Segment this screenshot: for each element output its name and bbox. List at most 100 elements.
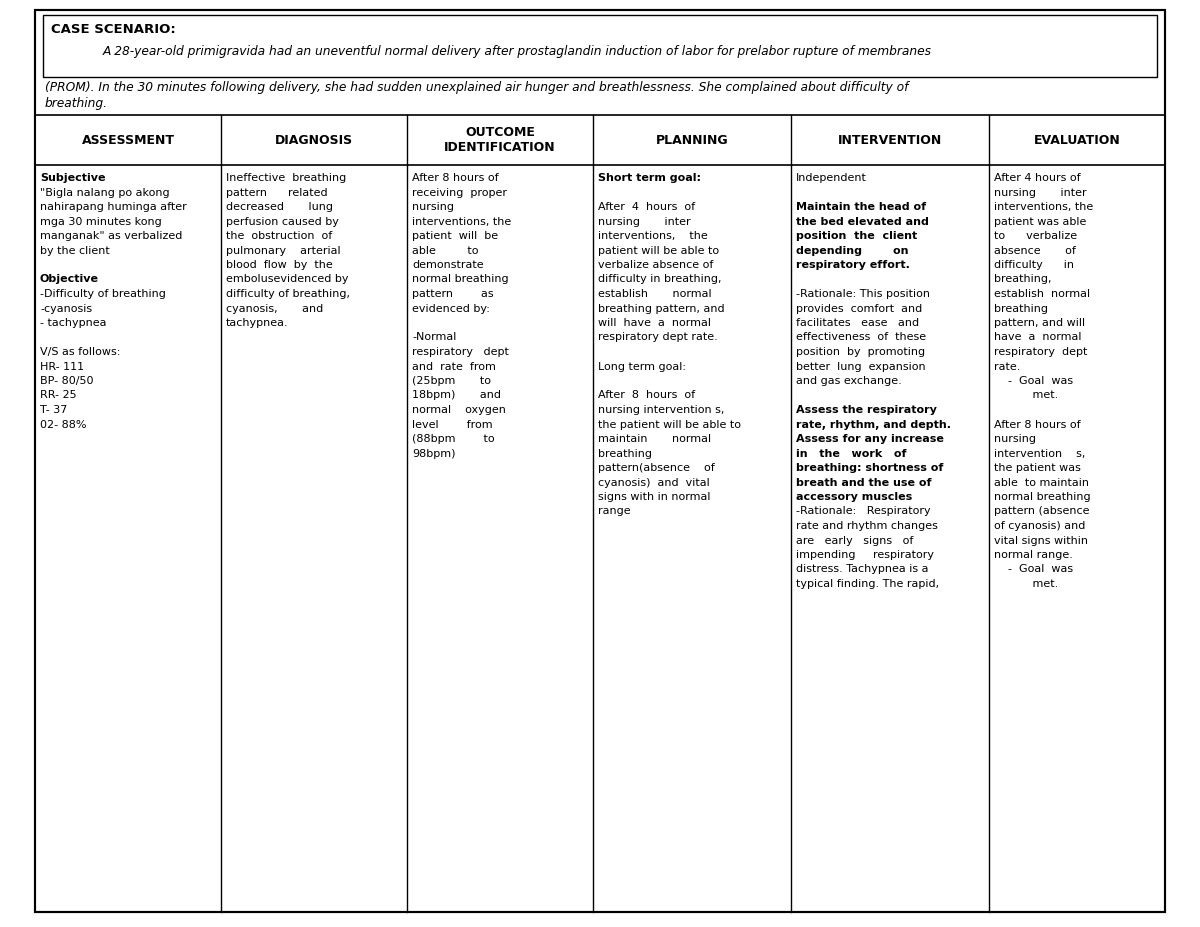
Text: tachypnea.: tachypnea.	[226, 318, 289, 328]
Text: pattern      related: pattern related	[226, 187, 328, 197]
Text: the  obstruction  of: the obstruction of	[226, 231, 332, 241]
Text: -  Goal  was: - Goal was	[994, 376, 1073, 386]
Text: Ineffective  breathing: Ineffective breathing	[226, 173, 347, 183]
Text: are   early   signs   of: are early signs of	[796, 536, 913, 545]
Text: embolusevidenced by: embolusevidenced by	[226, 274, 348, 285]
Text: establish       normal: establish normal	[598, 289, 712, 299]
Text: DIAGNOSIS: DIAGNOSIS	[275, 133, 353, 146]
Text: 18bpm)       and: 18bpm) and	[412, 390, 500, 400]
Text: effectiveness  of  these: effectiveness of these	[796, 333, 926, 342]
Text: provides  comfort  and: provides comfort and	[796, 303, 922, 313]
Text: "Bigla nalang po akong: "Bigla nalang po akong	[40, 187, 169, 197]
Text: ASSESSMENT: ASSESSMENT	[82, 133, 174, 146]
Text: establish  normal: establish normal	[994, 289, 1090, 299]
Text: verbalize absence of: verbalize absence of	[598, 260, 713, 270]
Text: Assess for any increase: Assess for any increase	[796, 434, 943, 444]
Text: Long term goal:: Long term goal:	[598, 362, 686, 372]
Bar	[35, 115, 1165, 165]
Text: range: range	[598, 506, 630, 516]
Text: Maintain the head of: Maintain the head of	[796, 202, 926, 212]
Text: have  a  normal: have a normal	[994, 333, 1081, 342]
Text: Short term goal:: Short term goal:	[598, 173, 701, 183]
Text: breathing: shortness of: breathing: shortness of	[796, 463, 943, 473]
Text: met.: met.	[994, 579, 1058, 589]
Text: Independent: Independent	[796, 173, 866, 183]
Text: -Rationale:   Respiratory: -Rationale: Respiratory	[796, 506, 930, 516]
Text: impending     respiratory: impending respiratory	[796, 550, 934, 560]
Text: V/S as follows:: V/S as follows:	[40, 347, 120, 357]
Text: difficulty in breathing,: difficulty in breathing,	[598, 274, 721, 285]
Text: pattern, and will: pattern, and will	[994, 318, 1085, 328]
Text: blood  flow  by  the: blood flow by the	[226, 260, 332, 270]
Text: able         to: able to	[412, 246, 479, 256]
Text: INTERVENTION: INTERVENTION	[838, 133, 942, 146]
Text: absence       of: absence of	[994, 246, 1075, 256]
Text: After 8 hours of: After 8 hours of	[994, 420, 1080, 429]
Text: -Difficulty of breathing: -Difficulty of breathing	[40, 289, 166, 299]
Text: EVALUATION: EVALUATION	[1033, 133, 1120, 146]
Text: met.: met.	[994, 390, 1058, 400]
Text: (PROM). In the 30 minutes following delivery, she had sudden unexplained air hun: (PROM). In the 30 minutes following deli…	[46, 81, 908, 94]
Text: -  Goal  was: - Goal was	[994, 565, 1073, 575]
Text: maintain       normal: maintain normal	[598, 434, 712, 444]
Text: pattern (absence: pattern (absence	[994, 506, 1090, 516]
Text: patient was able: patient was able	[994, 217, 1086, 226]
Text: typical finding. The rapid,: typical finding. The rapid,	[796, 579, 938, 589]
Text: depending        on: depending on	[796, 246, 908, 256]
Text: breathing: breathing	[994, 303, 1048, 313]
Text: breathing.: breathing.	[46, 97, 108, 110]
Text: and  rate  from: and rate from	[412, 362, 496, 372]
Text: respiratory dept rate.: respiratory dept rate.	[598, 333, 718, 342]
Text: PLANNING: PLANNING	[655, 133, 728, 146]
Text: position  by  promoting: position by promoting	[796, 347, 925, 357]
Text: After  4  hours  of: After 4 hours of	[598, 202, 695, 212]
Text: manganak" as verbalized: manganak" as verbalized	[40, 231, 182, 241]
Text: difficulty      in: difficulty in	[994, 260, 1074, 270]
Text: and gas exchange.: and gas exchange.	[796, 376, 901, 386]
Text: 98bpm): 98bpm)	[412, 449, 456, 459]
Text: nursing       inter: nursing inter	[994, 187, 1086, 197]
Text: breathing pattern, and: breathing pattern, and	[598, 303, 725, 313]
Text: nursing intervention s,: nursing intervention s,	[598, 405, 725, 415]
Text: rate and rhythm changes: rate and rhythm changes	[796, 521, 937, 531]
Text: of cyanosis) and: of cyanosis) and	[994, 521, 1085, 531]
Text: demonstrate: demonstrate	[412, 260, 484, 270]
Text: After 4 hours of: After 4 hours of	[994, 173, 1080, 183]
Text: normal breathing: normal breathing	[994, 492, 1091, 502]
Text: pattern(absence    of: pattern(absence of	[598, 463, 715, 473]
Text: breath and the use of: breath and the use of	[796, 477, 931, 488]
Text: evidenced by:: evidenced by:	[412, 303, 490, 313]
Text: vital signs within: vital signs within	[994, 536, 1087, 545]
Text: OUTCOME
IDENTIFICATION: OUTCOME IDENTIFICATION	[444, 126, 556, 154]
Text: interventions, the: interventions, the	[994, 202, 1093, 212]
Text: (88bpm        to: (88bpm to	[412, 434, 494, 444]
Text: After  8  hours  of: After 8 hours of	[598, 390, 695, 400]
Text: T- 37: T- 37	[40, 405, 67, 415]
Text: nursing       inter: nursing inter	[598, 217, 690, 226]
Bar	[43, 15, 1157, 77]
Text: cyanosis,       and: cyanosis, and	[226, 303, 323, 313]
Text: the bed elevated and: the bed elevated and	[796, 217, 929, 226]
Text: normal range.: normal range.	[994, 550, 1073, 560]
Text: HR- 111: HR- 111	[40, 362, 84, 372]
Text: distress. Tachypnea is a: distress. Tachypnea is a	[796, 565, 929, 575]
Text: pulmonary    arterial: pulmonary arterial	[226, 246, 341, 256]
Text: breathing,: breathing,	[994, 274, 1051, 285]
Text: patient  will  be: patient will be	[412, 231, 498, 241]
Text: to      verbalize: to verbalize	[994, 231, 1076, 241]
Text: accessory muscles: accessory muscles	[796, 492, 912, 502]
Text: Assess the respiratory: Assess the respiratory	[796, 405, 937, 415]
Text: interventions, the: interventions, the	[412, 217, 511, 226]
Text: the patient will be able to: the patient will be able to	[598, 420, 740, 429]
Text: RR- 25: RR- 25	[40, 390, 77, 400]
Text: nursing: nursing	[994, 434, 1036, 444]
Text: -Normal: -Normal	[412, 333, 456, 342]
Text: signs with in normal: signs with in normal	[598, 492, 710, 502]
Text: After 8 hours of: After 8 hours of	[412, 173, 498, 183]
Text: by the client: by the client	[40, 246, 109, 256]
Text: difficulty of breathing,: difficulty of breathing,	[226, 289, 350, 299]
Text: patient will be able to: patient will be able to	[598, 246, 719, 256]
Text: respiratory  dept: respiratory dept	[994, 347, 1087, 357]
Text: Subjective: Subjective	[40, 173, 106, 183]
Text: A 28-year-old primigravida had an uneventful normal delivery after prostaglandin: A 28-year-old primigravida had an uneven…	[103, 45, 932, 58]
